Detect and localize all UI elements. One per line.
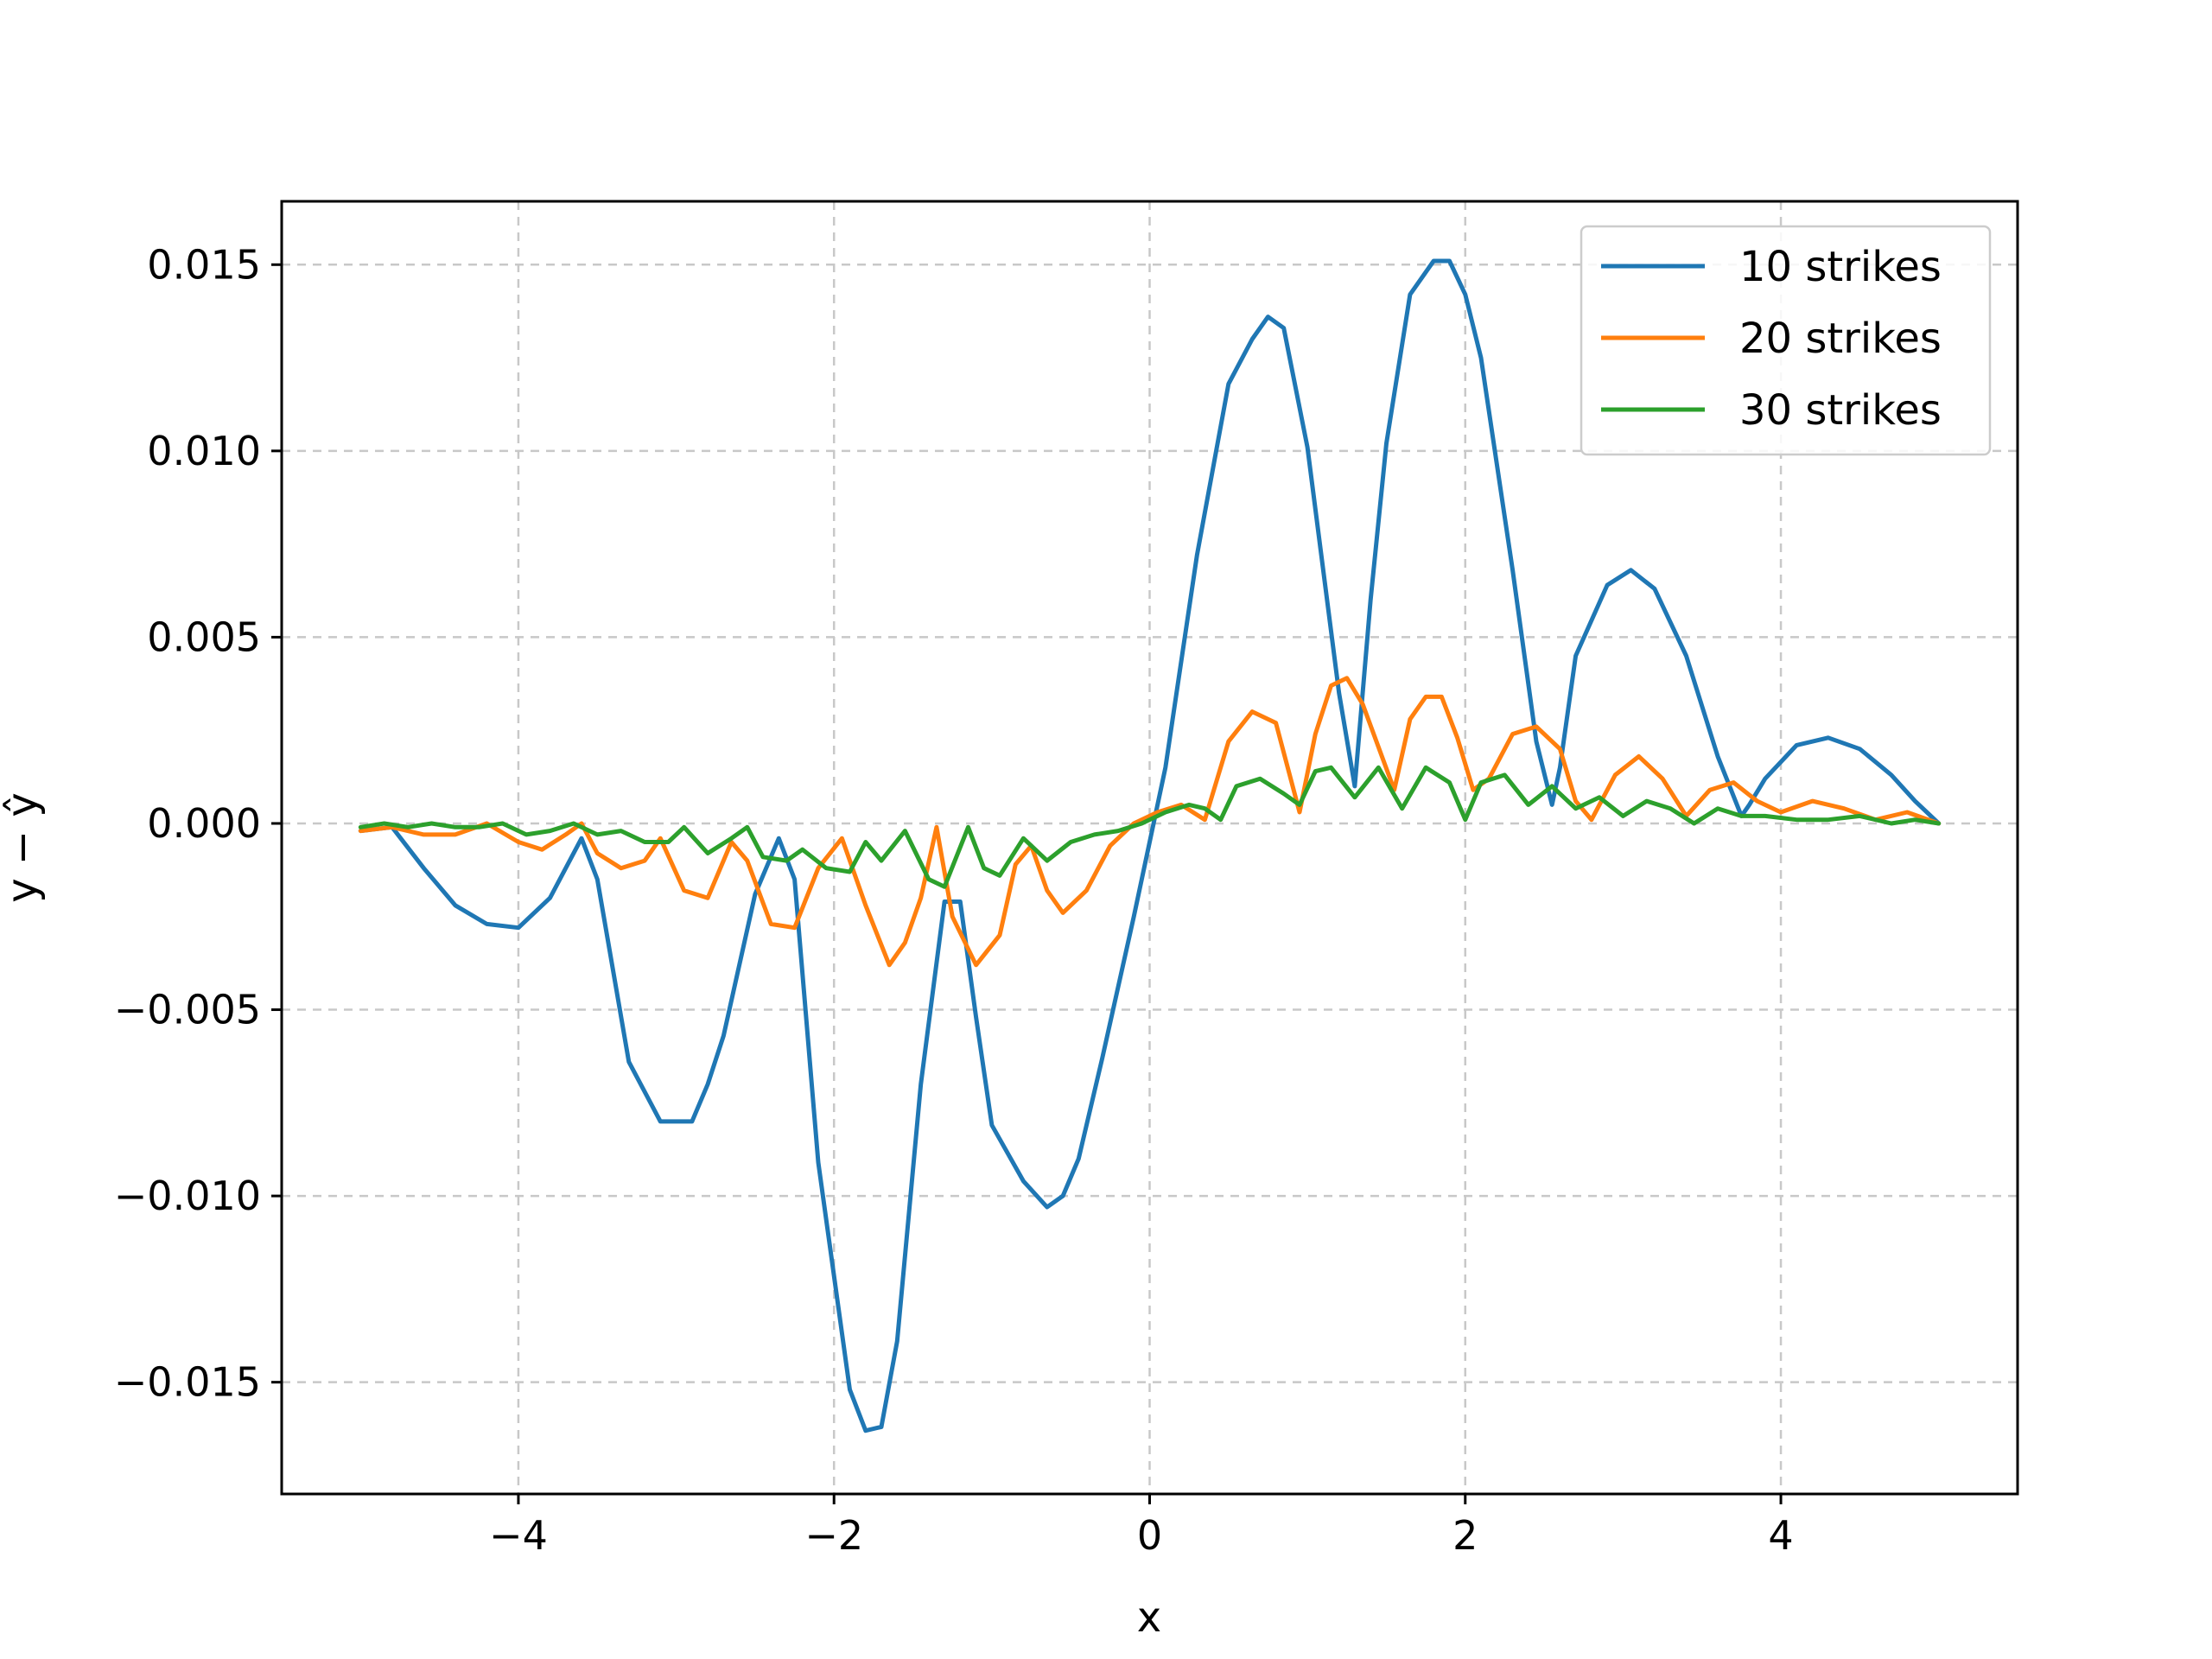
y-axis: −0.015 −0.010 −0.005 0.000 0.005 0.010 0.015 <box>114 241 282 1406</box>
legend-label-1: 10 strikes <box>1739 243 1942 291</box>
legend-label-2: 20 strikes <box>1739 315 1942 363</box>
series-line-1 <box>358 258 1942 1433</box>
y-tick-label: 0.000 <box>147 800 261 847</box>
x-axis-label: x <box>1137 1593 1161 1642</box>
y-tick-label: 0.010 <box>147 428 261 474</box>
x-tick-label: 2 <box>1452 1512 1478 1559</box>
y-tick-label: 0.015 <box>147 241 261 288</box>
series-lines <box>358 258 1942 1433</box>
x-tick-label: −2 <box>804 1512 863 1559</box>
series-line-3 <box>358 765 1942 889</box>
y-axis-label: y − ŷ <box>0 792 47 903</box>
y-tick-label: 0.005 <box>147 613 261 660</box>
legend-box <box>1580 225 1992 456</box>
y-tick-label: −0.005 <box>114 987 261 1033</box>
y-tick-label: −0.015 <box>114 1359 261 1406</box>
x-tick-label: 4 <box>1768 1512 1793 1559</box>
x-tick-label: −4 <box>489 1512 548 1559</box>
legend-label-3: 30 strikes <box>1739 386 1942 435</box>
y-tick-label: −0.010 <box>114 1173 261 1219</box>
x-tick-label: 0 <box>1137 1512 1162 1559</box>
legend: 10 strikes 20 strikes 30 strikes <box>1580 225 1992 456</box>
x-axis: −4 −2 0 2 4 <box>489 1494 1794 1559</box>
